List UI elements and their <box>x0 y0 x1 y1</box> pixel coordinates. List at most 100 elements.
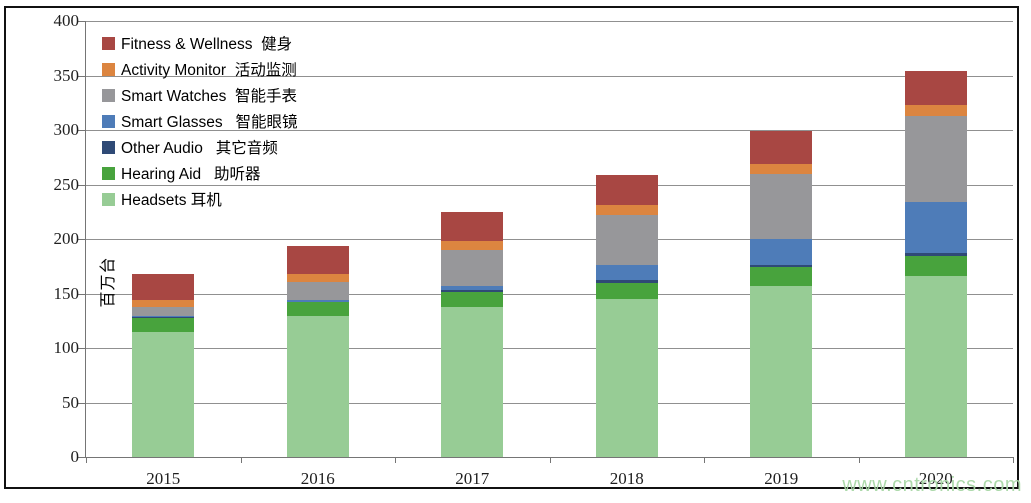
gridline-350 <box>86 75 1013 77</box>
bar-segment-hearing-aid-2018 <box>595 282 658 299</box>
x-category-label-2020: 2020 <box>918 469 953 488</box>
y-tick-mark-50 <box>78 402 86 404</box>
y-tick-mark-250 <box>78 184 86 186</box>
bar-segment-smart-watches-2016 <box>286 281 349 300</box>
legend-label: Activity Monitor 活动监测 <box>121 62 297 79</box>
legend-swatch-icon <box>102 62 115 76</box>
bar-segment-smart-watches-2019 <box>750 173 813 240</box>
x-tick-mark-1 <box>240 457 242 463</box>
bar-segment-fitness-wellness-2016 <box>286 245 349 274</box>
x-tick-mark-3 <box>549 457 551 463</box>
bar-segment-smart-glasses-2019 <box>750 239 813 265</box>
bar-segment-other-audio-2018 <box>595 279 658 283</box>
legend-item-other-audio: Other Audio 其它音频 <box>102 134 298 160</box>
legend-item-headsets: Headsets 耳机 <box>102 186 298 212</box>
legend-item-activity-monitor: Activity Monitor 活动监测 <box>102 56 298 82</box>
bar-segment-hearing-aid-2015 <box>132 317 195 332</box>
bar-segment-smart-glasses-2017 <box>441 285 504 290</box>
y-tick-label-300: 300 <box>53 120 80 139</box>
gridline-300 <box>86 130 1013 131</box>
bar-segment-hearing-aid-2017 <box>441 291 504 307</box>
bar-segment-headsets-2015 <box>132 331 195 457</box>
y-tick-mark-0 <box>78 457 86 458</box>
bar-2018 <box>595 174 658 457</box>
legend-item-smart-glasses: Smart Glasses 智能眼镜 <box>102 108 298 134</box>
x-tick-mark-2 <box>395 457 396 463</box>
y-tick-label-350: 350 <box>53 65 80 85</box>
y-tick-mark-200 <box>78 239 86 240</box>
bar-segment-activity-monitor-2015 <box>132 299 195 307</box>
bar-2016 <box>286 245 349 457</box>
x-category-label-2019: 2019 <box>764 469 799 488</box>
gridline-200 <box>86 239 1013 240</box>
bar-segment-headsets-2018 <box>595 298 658 457</box>
gridline-100 <box>86 348 1013 349</box>
x-tick-mark-4 <box>704 457 705 463</box>
legend-swatch-icon <box>102 166 115 180</box>
legend-label: Smart Watches 智能手表 <box>121 88 297 105</box>
legend-item-smart-watches: Smart Watches 智能手表 <box>102 82 298 108</box>
legend-label: Fitness & Wellness 健身 <box>121 36 293 53</box>
bar-2019 <box>750 131 813 457</box>
bar-segment-headsets-2016 <box>286 316 349 457</box>
x-tick-mark-6 <box>1013 457 1014 463</box>
legend-label: Other Audio 其它音频 <box>121 140 278 157</box>
bar-2017 <box>441 212 504 457</box>
y-tick-mark-400 <box>78 21 86 22</box>
y-tick-mark-150 <box>78 293 86 295</box>
bar-segment-fitness-wellness-2018 <box>595 174 658 206</box>
bar-segment-smart-glasses-2020 <box>904 201 967 254</box>
watermark-text: www.cntronics.com <box>842 474 1022 496</box>
bar-segment-other-audio-2017 <box>441 289 504 292</box>
gridline-250 <box>86 184 1013 186</box>
y-tick-label-50: 50 <box>62 392 79 412</box>
y-tick-label-150: 150 <box>53 283 80 303</box>
legend-swatch-icon <box>102 114 115 128</box>
bar-segment-smart-watches-2020 <box>904 115 967 202</box>
gridline-150 <box>86 293 1013 295</box>
x-category-label-2017: 2017 <box>455 469 490 488</box>
legend-swatch-icon <box>102 36 115 50</box>
bar-segment-fitness-wellness-2019 <box>750 131 813 164</box>
legend-swatch-icon <box>102 88 115 102</box>
x-category-label-2015: 2015 <box>146 469 181 488</box>
gridline-50 <box>86 402 1013 404</box>
y-tick-mark-300 <box>78 130 86 131</box>
bar-segment-hearing-aid-2020 <box>904 255 967 277</box>
bar-segment-other-audio-2020 <box>904 253 967 256</box>
bar-segment-activity-monitor-2018 <box>595 205 658 215</box>
y-axis-title: 百万台 <box>100 256 117 308</box>
legend-label: Smart Glasses 智能眼镜 <box>121 114 298 131</box>
plot-area: 2015 2016 2017 2018 2019 2020 0 50 100 150 200 250… <box>54 11 1014 488</box>
bar-segment-other-audio-2016 <box>286 301 349 303</box>
legend-swatch-icon <box>102 140 115 154</box>
bar-2020 <box>904 70 967 457</box>
y-tick-label-200: 200 <box>53 229 80 248</box>
bar-segment-smart-glasses-2015 <box>132 315 195 317</box>
bar-segment-fitness-wellness-2020 <box>904 70 967 105</box>
bar-segment-headsets-2019 <box>750 285 813 457</box>
legend-label: Hearing Aid 助听器 <box>121 166 261 183</box>
y-tick-label-250: 250 <box>53 174 80 194</box>
bar-segment-other-audio-2015 <box>132 316 195 318</box>
bar-segment-activity-monitor-2016 <box>286 273 349 282</box>
bar-segment-smart-watches-2018 <box>595 214 658 265</box>
legend-label: Headsets 耳机 <box>121 192 222 209</box>
bar-segment-hearing-aid-2019 <box>750 267 813 286</box>
bar-segment-smart-glasses-2016 <box>286 299 349 302</box>
x-category-label-2016: 2016 <box>300 469 335 488</box>
bar-segment-activity-monitor-2017 <box>441 241 504 250</box>
legend-swatch-icon <box>102 192 115 206</box>
legend-item-hearing-aid: Hearing Aid 助听器 <box>102 160 298 186</box>
bar-segment-activity-monitor-2020 <box>904 104 967 116</box>
y-tick-label-400: 400 <box>53 11 80 30</box>
chart-legend: Fitness & Wellness 健身 Activity Monitor 活动… <box>102 30 298 212</box>
y-tick-mark-100 <box>78 348 86 349</box>
bar-segment-headsets-2017 <box>441 306 504 457</box>
y-tick-mark-350 <box>78 75 86 77</box>
bar-segment-other-audio-2019 <box>750 264 813 268</box>
bar-segment-headsets-2020 <box>904 276 967 457</box>
legend-item-fitness-wellness: Fitness & Wellness 健身 <box>102 30 298 56</box>
bar-segment-fitness-wellness-2017 <box>441 212 504 242</box>
